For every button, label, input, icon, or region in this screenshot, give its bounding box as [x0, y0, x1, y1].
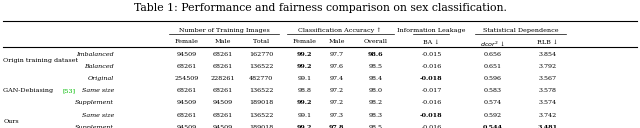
- Text: 99.2: 99.2: [297, 100, 312, 105]
- Text: Original: Original: [88, 76, 114, 81]
- Text: 0.656: 0.656: [484, 52, 502, 57]
- Text: Number of Training Images: Number of Training Images: [179, 28, 269, 33]
- Text: 189018: 189018: [249, 100, 273, 105]
- Text: -0.017: -0.017: [421, 88, 442, 93]
- Text: 99.2: 99.2: [297, 125, 312, 128]
- Text: 136522: 136522: [249, 64, 273, 69]
- Text: 0.592: 0.592: [484, 113, 502, 118]
- Text: 99.1: 99.1: [298, 113, 312, 118]
- Text: Male: Male: [328, 39, 345, 44]
- Text: -0.018: -0.018: [420, 113, 443, 118]
- Text: 99.2: 99.2: [297, 52, 312, 57]
- Text: 68261: 68261: [177, 113, 197, 118]
- Text: 98.0: 98.0: [369, 88, 383, 93]
- Text: GAN-Debiasing: GAN-Debiasing: [3, 88, 55, 93]
- Text: 94509: 94509: [212, 125, 233, 128]
- Text: -0.015: -0.015: [421, 52, 442, 57]
- Text: 98.2: 98.2: [369, 100, 383, 105]
- Text: Same size: Same size: [82, 113, 114, 118]
- Text: 97.3: 97.3: [330, 113, 344, 118]
- Text: 68261: 68261: [212, 52, 233, 57]
- Text: 0.583: 0.583: [484, 88, 502, 93]
- Text: 136522: 136522: [249, 113, 273, 118]
- Text: 98.3: 98.3: [369, 113, 383, 118]
- Text: 99.2: 99.2: [297, 64, 312, 69]
- Text: 99.1: 99.1: [298, 76, 312, 81]
- Text: Supplement: Supplement: [75, 100, 114, 105]
- Text: Table 1: Performance and fairness comparison on sex classification.: Table 1: Performance and fairness compar…: [134, 3, 506, 13]
- Text: -0.016: -0.016: [421, 100, 442, 105]
- Text: 97.2: 97.2: [330, 88, 344, 93]
- Text: Male: Male: [214, 39, 231, 44]
- Text: 0.651: 0.651: [484, 64, 502, 69]
- Text: Female: Female: [175, 39, 199, 44]
- Text: RLB ↓: RLB ↓: [537, 39, 559, 44]
- Text: 482770: 482770: [249, 76, 273, 81]
- Text: Imbalanced: Imbalanced: [76, 52, 114, 57]
- Text: 97.7: 97.7: [330, 52, 344, 57]
- Text: 0.574: 0.574: [484, 100, 502, 105]
- Text: 3.574: 3.574: [539, 100, 557, 105]
- Text: 3.792: 3.792: [539, 64, 557, 69]
- Text: 68261: 68261: [212, 88, 233, 93]
- Text: 3.742: 3.742: [539, 113, 557, 118]
- Text: 97.8: 97.8: [329, 125, 344, 128]
- Text: 98.8: 98.8: [298, 88, 312, 93]
- Text: 68261: 68261: [212, 64, 233, 69]
- Text: 94509: 94509: [177, 100, 197, 105]
- Text: -0.016: -0.016: [421, 125, 442, 128]
- Text: 162770: 162770: [249, 52, 273, 57]
- Text: Female: Female: [292, 39, 317, 44]
- Text: 68261: 68261: [177, 88, 197, 93]
- Text: 0.544: 0.544: [483, 125, 503, 128]
- Text: 98.5: 98.5: [369, 125, 383, 128]
- Text: 136522: 136522: [249, 88, 273, 93]
- Text: 97.4: 97.4: [330, 76, 344, 81]
- Text: 3.578: 3.578: [539, 88, 557, 93]
- Text: 68261: 68261: [212, 113, 233, 118]
- Text: -0.016: -0.016: [421, 64, 442, 69]
- Text: $dcor^2$ ↓: $dcor^2$ ↓: [480, 39, 506, 48]
- Text: Origin training dataset: Origin training dataset: [3, 58, 78, 63]
- Text: 94509: 94509: [177, 52, 197, 57]
- Text: 228261: 228261: [211, 76, 235, 81]
- Text: Supplement: Supplement: [75, 125, 114, 128]
- Text: BA ↓: BA ↓: [423, 39, 440, 44]
- Text: Information Leakage: Information Leakage: [397, 28, 466, 33]
- Text: Balanced: Balanced: [84, 64, 114, 69]
- Text: 94509: 94509: [212, 100, 233, 105]
- Text: 98.4: 98.4: [369, 76, 383, 81]
- Text: 3.481: 3.481: [538, 125, 558, 128]
- Text: 189018: 189018: [249, 125, 273, 128]
- Text: 68261: 68261: [177, 64, 197, 69]
- Text: 254509: 254509: [175, 76, 199, 81]
- Text: 97.2: 97.2: [330, 100, 344, 105]
- Text: Total: Total: [253, 39, 269, 44]
- Text: 94509: 94509: [177, 125, 197, 128]
- Text: 98.5: 98.5: [369, 64, 383, 69]
- Text: 98.6: 98.6: [368, 52, 383, 57]
- Text: 3.854: 3.854: [539, 52, 557, 57]
- Text: Classification Accuracy ↑: Classification Accuracy ↑: [298, 28, 382, 33]
- Text: [53]: [53]: [63, 88, 76, 93]
- Text: 3.567: 3.567: [539, 76, 557, 81]
- Text: Ours: Ours: [3, 119, 19, 124]
- Text: Statistical Dependence: Statistical Dependence: [483, 28, 558, 33]
- Text: -0.018: -0.018: [420, 76, 443, 81]
- Text: 97.6: 97.6: [330, 64, 344, 69]
- Text: Overall: Overall: [364, 39, 388, 44]
- Text: 0.596: 0.596: [484, 76, 502, 81]
- Text: Same size: Same size: [82, 88, 114, 93]
